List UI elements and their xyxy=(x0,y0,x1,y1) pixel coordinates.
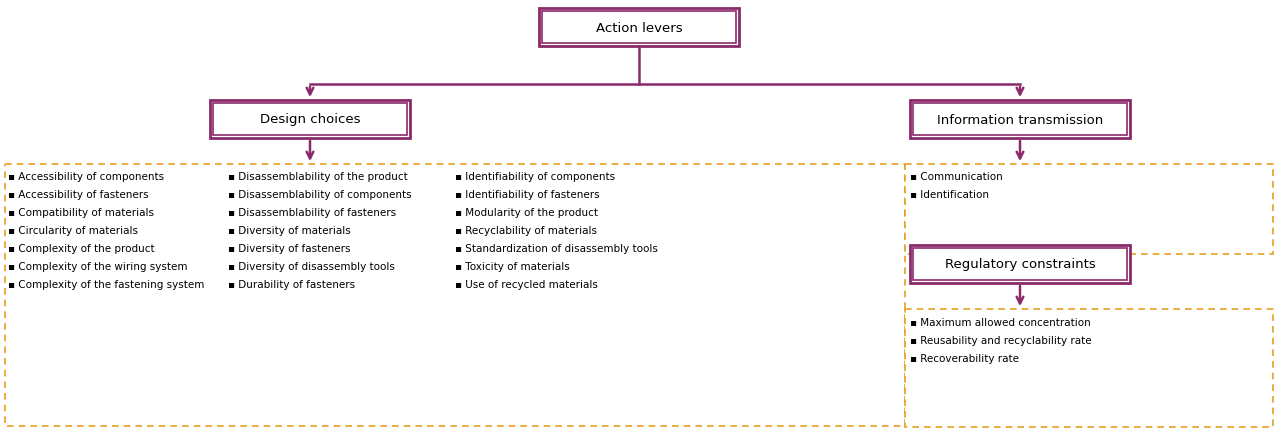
Bar xyxy=(213,104,406,136)
Text: ▪ Reusability and recyclability rate: ▪ Reusability and recyclability rate xyxy=(910,335,1091,345)
Bar xyxy=(539,9,739,47)
Text: ▪ Communication: ▪ Communication xyxy=(910,171,1003,181)
Text: ▪ Disassemblability of fasteners: ▪ Disassemblability of fasteners xyxy=(227,207,396,217)
Text: ▪ Complexity of the wiring system: ▪ Complexity of the wiring system xyxy=(8,261,188,271)
Text: ▪ Standardization of disassembly tools: ▪ Standardization of disassembly tools xyxy=(455,243,658,253)
Bar xyxy=(905,309,1273,427)
Bar xyxy=(905,164,1273,254)
Bar xyxy=(912,248,1127,280)
Text: ▪ Disassemblability of the product: ▪ Disassemblability of the product xyxy=(227,171,408,181)
Text: ▪ Diversity of fasteners: ▪ Diversity of fasteners xyxy=(227,243,350,253)
Text: Information transmission: Information transmission xyxy=(937,113,1103,126)
Text: ▪ Accessibility of components: ▪ Accessibility of components xyxy=(8,171,164,181)
Text: Regulatory constraints: Regulatory constraints xyxy=(944,258,1095,271)
Text: ▪ Use of recycled materials: ▪ Use of recycled materials xyxy=(455,279,598,289)
Text: ▪ Compatibility of materials: ▪ Compatibility of materials xyxy=(8,207,155,217)
Text: ▪ Diversity of disassembly tools: ▪ Diversity of disassembly tools xyxy=(227,261,395,271)
Text: ▪ Toxicity of materials: ▪ Toxicity of materials xyxy=(455,261,570,271)
Text: ▪ Identifiability of fasteners: ▪ Identifiability of fasteners xyxy=(455,190,599,200)
Text: ▪ Identification: ▪ Identification xyxy=(910,190,989,200)
Text: ▪ Identifiability of components: ▪ Identifiability of components xyxy=(455,171,615,181)
Text: ▪ Circularity of materials: ▪ Circularity of materials xyxy=(8,226,138,236)
Bar xyxy=(912,104,1127,136)
Text: ▪ Complexity of the fastening system: ▪ Complexity of the fastening system xyxy=(8,279,204,289)
Text: ▪ Recyclability of materials: ▪ Recyclability of materials xyxy=(455,226,597,236)
Text: Design choices: Design choices xyxy=(259,113,360,126)
Bar xyxy=(910,101,1130,139)
Bar xyxy=(542,12,736,44)
Text: ▪ Complexity of the product: ▪ Complexity of the product xyxy=(8,243,155,253)
Text: ▪ Disassemblability of components: ▪ Disassemblability of components xyxy=(227,190,412,200)
Bar xyxy=(210,101,410,139)
Text: ▪ Durability of fasteners: ▪ Durability of fasteners xyxy=(227,279,355,289)
Text: ▪ Accessibility of fasteners: ▪ Accessibility of fasteners xyxy=(8,190,148,200)
Text: ▪ Modularity of the product: ▪ Modularity of the product xyxy=(455,207,598,217)
Text: ▪ Maximum allowed concentration: ▪ Maximum allowed concentration xyxy=(910,317,1090,327)
Text: Action levers: Action levers xyxy=(596,21,682,34)
Bar xyxy=(5,164,905,426)
Text: ▪ Diversity of materials: ▪ Diversity of materials xyxy=(227,226,350,236)
Text: ▪ Recoverability rate: ▪ Recoverability rate xyxy=(910,353,1019,363)
Bar xyxy=(910,246,1130,283)
